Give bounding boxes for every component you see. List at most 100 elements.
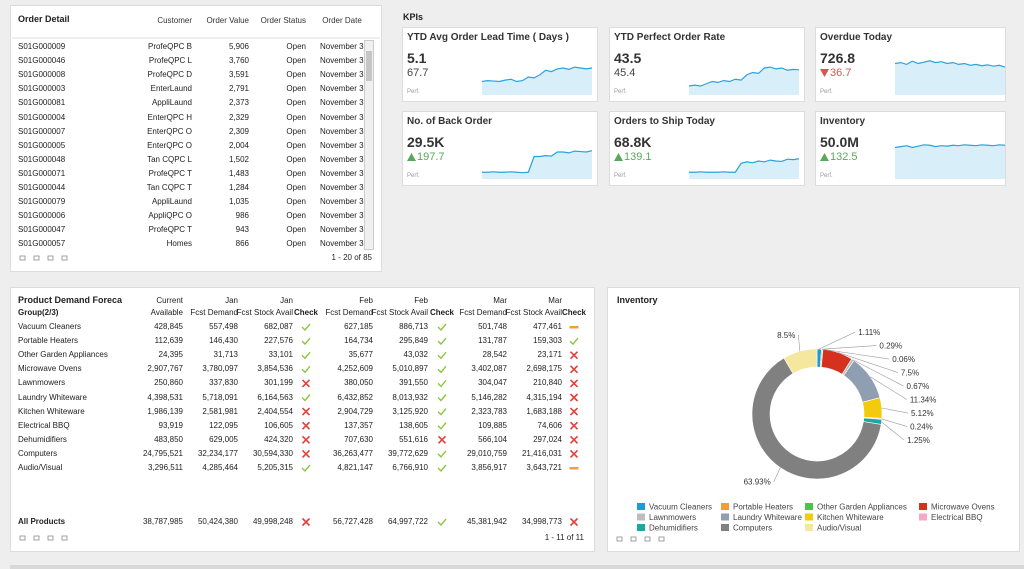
scrollbar[interactable] [364, 40, 374, 250]
column-top: Jan [225, 296, 238, 305]
row-label: Microwave Ovens [18, 364, 82, 374]
cell: 29,010,759 [466, 448, 507, 458]
order-value: 1,035 [228, 197, 249, 207]
data-label: 0.29% [879, 342, 902, 351]
order-status: Open [286, 84, 306, 94]
leader-line [881, 407, 909, 414]
order-value: 986 [235, 211, 249, 221]
check-icon [437, 450, 447, 458]
data-label: 63.93% [744, 478, 771, 487]
kpi-compare: 139.1 [624, 151, 652, 163]
cross-icon [569, 421, 579, 430]
cell: 35,677 [348, 350, 373, 360]
customer: EnterLaund [150, 84, 192, 94]
cell: 380,050 [344, 378, 373, 388]
order-value: 1,502 [228, 154, 249, 164]
column-top: Current [156, 296, 183, 305]
warn-icon [569, 326, 579, 329]
sparkline [481, 66, 593, 83]
customer: EnterQPC H [147, 112, 192, 122]
column-top: Mar [548, 296, 562, 305]
cell: 3,854,536 [257, 364, 293, 374]
kpi-card-title: Overdue Today [820, 32, 893, 43]
order-value: 5,906 [228, 42, 249, 51]
data-label: 1.11% [858, 328, 880, 337]
order-id: S01G000079 [18, 197, 66, 207]
sparkline [894, 60, 1006, 68]
cell: 6,432,852 [337, 392, 373, 402]
column-top: Feb [359, 296, 373, 305]
toolbar-icon[interactable] [658, 536, 665, 542]
cross-icon [569, 351, 579, 360]
row-label: Computers [18, 448, 58, 458]
cell: 4,821,147 [337, 463, 373, 472]
order-status: Open [286, 70, 306, 80]
sparkline-area [895, 60, 1005, 95]
toolbar-icon[interactable] [19, 535, 26, 541]
toolbar-icon[interactable] [630, 536, 637, 542]
data-label: 0.67% [907, 382, 930, 391]
cross-icon [569, 379, 579, 388]
column-header: Order Value [206, 16, 249, 25]
leader-line [798, 334, 801, 352]
cell: 138,605 [399, 420, 428, 430]
bottom-bar [10, 565, 1024, 569]
order-value: 2,329 [228, 112, 249, 122]
toolbar-icon[interactable] [644, 536, 651, 542]
cell: 3,856,917 [471, 463, 507, 472]
customer: ProfeQPC D [147, 70, 192, 80]
cell: 1,683,188 [526, 406, 562, 416]
toolbar-icon[interactable] [33, 255, 40, 261]
toolbar-icon[interactable] [19, 255, 26, 261]
perf-label: Perf. [614, 89, 627, 95]
order-value: 3,591 [228, 70, 249, 80]
toolbar-icon[interactable] [61, 255, 68, 261]
toolbar-icon[interactable] [616, 536, 623, 542]
legend-swatch [721, 503, 729, 510]
order-status: Open [286, 239, 306, 249]
cross-icon [569, 393, 579, 402]
toolbar-icon[interactable] [47, 255, 54, 261]
legend-swatch [919, 513, 927, 521]
cell: 2,698,175 [526, 364, 562, 374]
check-icon [437, 337, 447, 346]
cell: 39,772,629 [387, 448, 428, 458]
perf-label: Perf. [407, 173, 420, 179]
check-icon [301, 394, 311, 402]
cell: 3,125,920 [392, 406, 428, 416]
cell: 33,101 [268, 350, 293, 360]
check-icon [437, 408, 447, 416]
row-label: All Products [18, 517, 66, 526]
customer: ProfeQPC L [148, 56, 192, 66]
scroll-thumb[interactable] [366, 51, 372, 81]
cell: 4,398,531 [147, 392, 183, 402]
cell: 50,424,380 [197, 517, 238, 526]
demand-panel [10, 287, 595, 552]
order-value: 943 [235, 225, 249, 235]
order-status: Open [286, 211, 306, 221]
order-date: November 3 [320, 226, 364, 235]
row-label: Laundry Whiteware [18, 392, 87, 402]
inventory-panel [607, 287, 1020, 552]
order-value: 1,284 [228, 183, 249, 192]
toolbar-icon[interactable] [47, 535, 54, 541]
kpi-compare: 36.7 [830, 67, 852, 79]
toolbar-icon[interactable] [33, 535, 40, 541]
check-icon [569, 337, 579, 346]
kpi-compare: 45.4 [614, 67, 636, 79]
sparkline-area [482, 150, 592, 179]
order-status: Open [286, 98, 306, 108]
order-status: Open [286, 126, 306, 136]
kpi-value: 29.5K [407, 134, 445, 150]
check-icon [437, 379, 447, 388]
customer: EnterQPC O [147, 126, 192, 136]
customer: EnterQPC O [147, 140, 192, 150]
cell: 4,285,464 [202, 463, 238, 472]
data-label: 0.06% [892, 355, 915, 364]
order-date: November 3 [320, 99, 364, 108]
toolbar-icon[interactable] [61, 535, 68, 541]
data-label: 11.34% [910, 396, 937, 405]
cell: 227,576 [264, 336, 293, 346]
